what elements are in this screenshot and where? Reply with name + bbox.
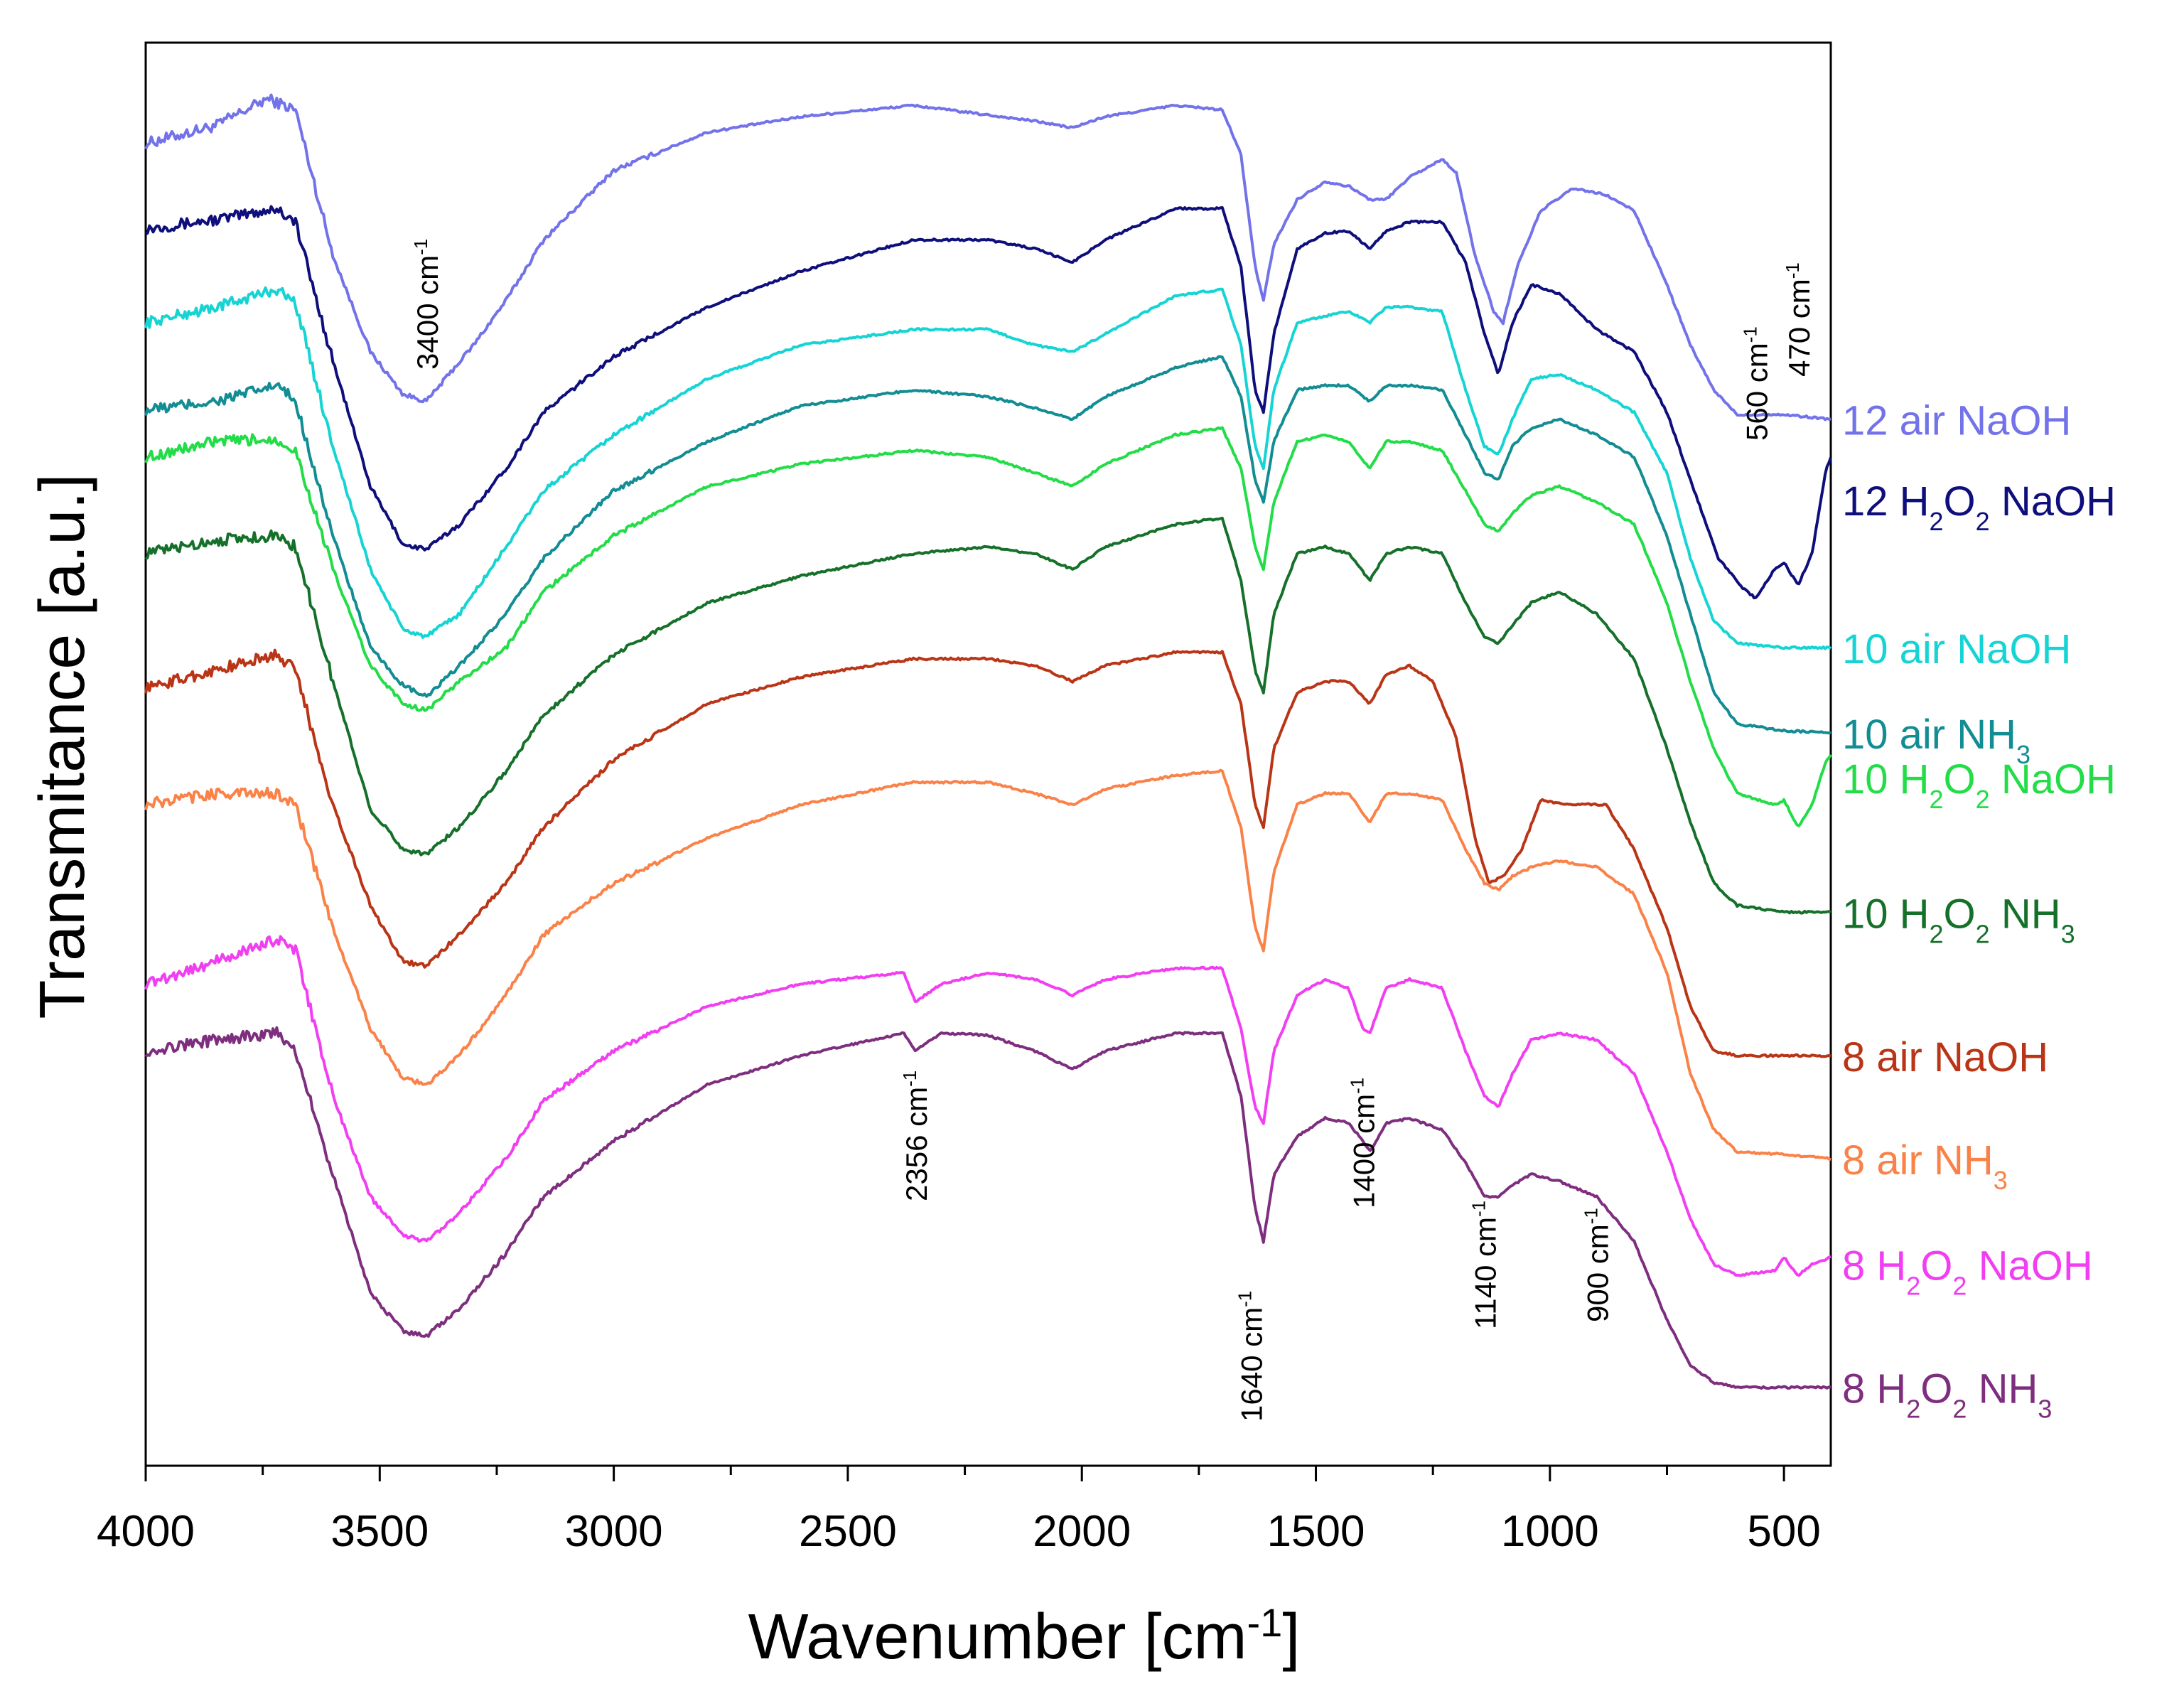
x-tick-label: 2500 — [799, 1507, 897, 1556]
x-tick-label: 2000 — [1033, 1507, 1131, 1556]
series-label: 8 air NH3 — [1842, 1137, 2008, 1195]
series-line — [145, 205, 1832, 600]
peak-annotation: 2356 cm-1 — [899, 1071, 933, 1201]
series-label: 8 H2O2 NaOH — [1842, 1243, 2093, 1300]
series-line — [144, 426, 1832, 827]
series-line — [144, 355, 1831, 735]
series-label: 10 H2O2 NH3 — [1842, 891, 2075, 948]
peak-annotation: 1400 cm-1 — [1346, 1078, 1380, 1208]
series-line — [144, 516, 1831, 915]
series-line — [144, 93, 1831, 422]
peak-annotation: 1140 cm-1 — [1468, 1201, 1502, 1329]
x-axis-label: Wavenumber [cm-1] — [748, 1600, 1301, 1673]
series-label: 10 air NaOH — [1842, 626, 2071, 672]
peak-annotation: 560 cm-1 — [1740, 326, 1774, 441]
series-line — [144, 935, 1831, 1277]
series-label: 12 air NaOH — [1842, 398, 2071, 444]
x-tick-label: 3000 — [565, 1507, 663, 1556]
x-tick-label: 1000 — [1501, 1507, 1599, 1556]
series-label: 8 H2O2 NH3 — [1842, 1366, 2052, 1424]
series-label: 10 air NH3 — [1842, 712, 2030, 769]
peak-annotations: 3400 cm-1 2356 cm-1 1640 cm-1 1400 cm-1 1140… — [410, 239, 1816, 1422]
axes: 4000 3500 3000 2500 2000 1500 1000 500 — [97, 41, 1832, 1556]
x-tick-label: 4000 — [97, 1507, 195, 1556]
plot-frame — [144, 41, 1832, 1467]
peak-annotation: 1640 cm-1 — [1234, 1291, 1268, 1422]
x-tick-label: 1500 — [1267, 1507, 1365, 1556]
series-label: 12 H2O2 NaOH — [1842, 478, 2116, 536]
series-labels: 12 air NaOH 12 H2O2 NaOH 10 air NaOH 10 air… — [1842, 398, 2116, 1423]
series-label: 10 H2O2 NaOH — [1842, 756, 2116, 814]
peak-annotation: 3400 cm-1 — [410, 239, 444, 370]
x-tick-label: 3500 — [330, 1507, 429, 1556]
series-line — [144, 648, 1831, 1058]
series-group — [144, 93, 1832, 1390]
x-tick-label: 500 — [1747, 1507, 1820, 1556]
y-axis-label: Transmitance [a.u.] — [27, 474, 98, 1019]
peak-annotation: 900 cm-1 — [1581, 1208, 1615, 1322]
series-line — [144, 286, 1832, 650]
series-line — [144, 1026, 1831, 1390]
series-label: 8 air NaOH — [1842, 1034, 2048, 1080]
peak-annotation: 470 cm-1 — [1782, 262, 1816, 377]
series-line — [144, 768, 1831, 1162]
